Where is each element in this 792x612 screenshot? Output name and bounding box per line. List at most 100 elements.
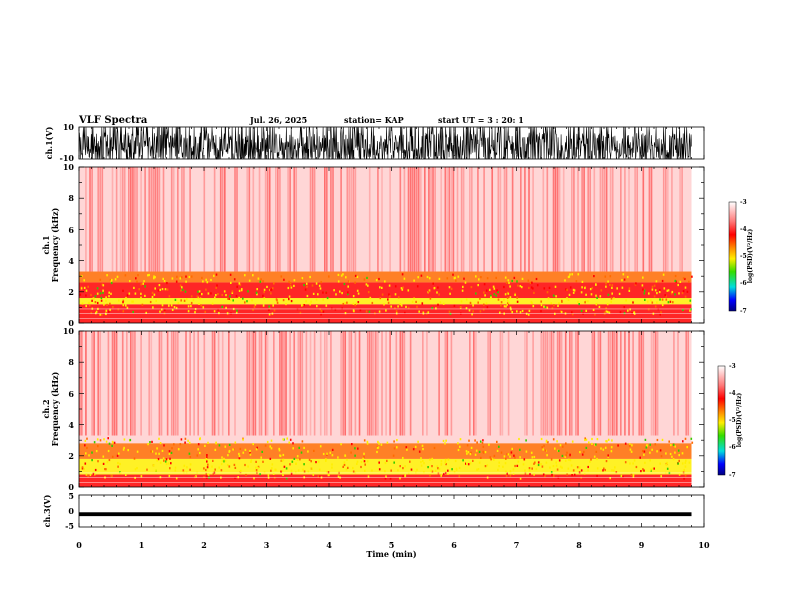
ch2-spectrogram-speckle <box>260 456 262 459</box>
ch2-spectrogram-speckle <box>250 459 253 462</box>
ch1-spectrogram-speckle <box>251 299 253 302</box>
ch1-spectrogram-speckle <box>521 277 524 280</box>
ch1-spectrogram-striation <box>311 167 314 272</box>
ch1-ytick-4: 4 <box>68 256 74 266</box>
ch1-spectrogram-speckle <box>228 297 230 300</box>
ch1-spectrogram-speckle <box>252 274 254 277</box>
ch2-spectrogram-speckle <box>671 455 673 458</box>
ch1-spectrogram-speckle <box>103 303 105 306</box>
ch1-spectrogram-speckle <box>244 301 246 304</box>
ch2-spectrogram-speckle <box>84 444 86 447</box>
ch1-spectrogram-speckle <box>126 306 129 309</box>
ch2-spectrogram-speckle <box>433 446 436 450</box>
ch2-spectrogram-striation <box>444 331 447 436</box>
ch2-spectrogram-speckle <box>156 447 158 450</box>
ch2-spectrogram-speckle <box>252 443 254 446</box>
ch2-spectrogram-speckle <box>279 454 282 458</box>
ch2-spectrogram-speckle <box>454 459 457 463</box>
ch1-spectrogram-speckle <box>499 311 501 314</box>
ch2-spectrogram-speckle <box>533 473 535 476</box>
ch1-spectrogram-speckle <box>343 282 346 286</box>
ch1-spectrogram-striation <box>248 167 251 272</box>
ch1-spectrogram-speckle <box>359 309 362 312</box>
ch1-spectrogram-speckle <box>80 287 83 290</box>
ch2-spectrogram-striation <box>591 331 594 436</box>
ch1-spectrogram-speckle <box>595 303 598 306</box>
ch2-spectrogram-speckle <box>440 474 442 477</box>
ch2-spectrogram-speckle <box>224 459 227 463</box>
ch1-spectrogram-speckle <box>210 278 212 282</box>
ch1-spectrogram-speckle <box>417 276 419 279</box>
ch1-spectrogram-speckle <box>87 285 89 288</box>
ch1-spectrogram-speckle <box>355 302 357 305</box>
ch1-spectrogram-speckle <box>505 305 507 308</box>
ch1-spectrogram-speckle <box>632 301 634 304</box>
ch2-spectrogram-speckle <box>362 457 364 460</box>
ch1-spectrogram-speckle <box>342 273 344 276</box>
ch2-spectrogram-speckle <box>233 463 236 466</box>
ch2-spectrogram-speckle <box>146 468 148 471</box>
ch1-spectrogram-speckle <box>341 292 343 295</box>
ch1-spectrogram-speckle <box>152 306 154 309</box>
ch1-spectrogram-speckle <box>585 293 587 296</box>
ch2-spectrogram-striation <box>228 331 230 436</box>
ch2-spectrogram-speckle <box>165 462 168 466</box>
ch1-spectrogram-speckle <box>252 308 254 311</box>
ch2-spectrogram-speckle <box>206 466 209 469</box>
ch2-spectrogram-speckle <box>537 463 540 467</box>
ch1-spectrogram-speckle <box>509 285 511 288</box>
ch2-spectrogram-speckle <box>429 474 431 477</box>
ch1-spectrogram-speckle <box>519 311 522 314</box>
ch1-spectrogram-ticks <box>78 166 705 324</box>
ch1-spectrogram-speckle <box>216 284 218 287</box>
ch1-spectrogram-striation <box>620 167 622 272</box>
ch1-spectrogram-speckle <box>479 297 481 300</box>
ch1-spectrogram-striation <box>170 167 173 272</box>
ch1-spectrogram-speckle <box>514 293 516 296</box>
ch2-spectrogram-speckle <box>590 458 592 461</box>
ch2-spectrogram-speckle <box>583 472 586 475</box>
ch2-spectrogram-speckle <box>271 463 274 466</box>
ch1-spectrogram-speckle <box>677 283 679 287</box>
ch2-spectrogram-speckle <box>261 450 263 453</box>
ch2-spectrogram-speckle <box>293 457 296 460</box>
ch2-spectrogram-striation <box>687 331 690 436</box>
ch1-spectrogram-speckle <box>134 292 137 295</box>
ch2-spectrogram-speckle <box>514 456 516 459</box>
ch1-spectrogram-speckle <box>379 297 382 300</box>
ch2-spectrogram-speckle <box>393 461 395 464</box>
ch1-spectrogram-speckle <box>122 310 125 313</box>
ch2-spectrogram-speckle <box>402 467 404 470</box>
ch2-spectrogram-speckle <box>91 451 93 454</box>
ch1-spectrogram-speckle <box>202 306 205 309</box>
ch2-spectrogram-striation <box>450 331 453 436</box>
ch1-spectrogram-striation <box>119 167 122 272</box>
ch2-spectrogram-speckle <box>289 463 291 466</box>
ch2-spectrogram-speckle <box>512 468 515 471</box>
ch1-spectrogram-speckle <box>288 295 291 298</box>
ch2-spectrogram-speckle <box>444 460 447 463</box>
ch2-spectrogram-speckle <box>125 473 127 476</box>
ch1-spectrogram-speckle <box>604 275 607 278</box>
ch2-spectrogram-speckle <box>196 454 199 457</box>
ch1-spectrogram-speckle <box>577 300 579 303</box>
ch2-colorbar-gradient <box>717 365 726 476</box>
ch2-spectrogram-speckle <box>409 460 411 463</box>
ch2-spectrogram-speckle <box>280 459 283 462</box>
ch1-spectrogram-speckle <box>106 303 108 306</box>
ch1-spectrogram-speckle <box>181 288 184 291</box>
ch2-spectrogram-speckle <box>392 454 395 457</box>
ch1-spectrogram-speckle <box>110 280 113 283</box>
ch2-spectrogram-speckle <box>117 465 119 468</box>
ch1-spectrogram-speckle <box>335 293 337 296</box>
ch1-spectrogram-speckle <box>136 280 138 283</box>
ch2-spectrogram-speckle <box>95 450 98 453</box>
ch1-spectrogram-striation <box>558 167 561 272</box>
ch1-spectrogram-speckle <box>682 308 684 312</box>
ch1-spectrogram-striation <box>460 167 463 272</box>
ch1-spectrogram-speckle <box>256 288 258 291</box>
ch2-spectrogram-speckle <box>91 459 93 462</box>
ch2-spectrogram-speckle <box>505 457 507 460</box>
ch1-spectrogram-striation <box>295 167 298 272</box>
ch1-spectrogram-speckle <box>262 294 264 297</box>
